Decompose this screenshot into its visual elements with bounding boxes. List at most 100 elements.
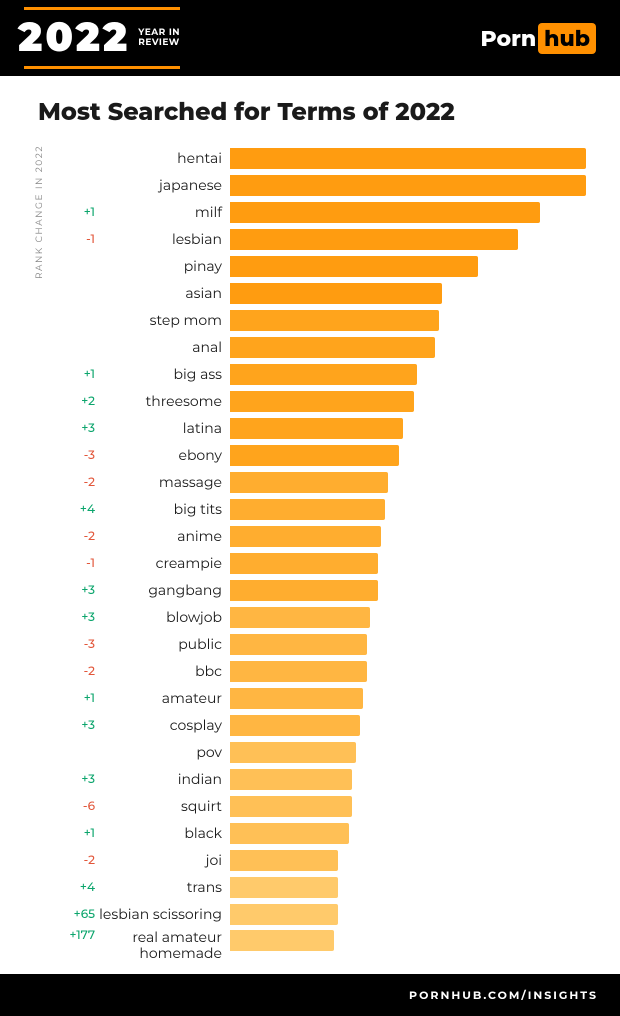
rank-change: +1	[60, 691, 95, 706]
year-subtitle: YEAR IN REVIEW	[138, 28, 180, 48]
chart-row: +177real amateur homemade	[60, 928, 590, 966]
rank-change: +4	[60, 880, 95, 895]
bar	[230, 472, 388, 493]
year-number: 2022	[18, 13, 130, 62]
chart-row: asian	[60, 280, 590, 307]
bar	[230, 930, 334, 951]
bar	[230, 337, 435, 358]
chart-row: pov	[60, 739, 590, 766]
term-label: pinay	[95, 258, 230, 274]
rank-change: -3	[60, 448, 95, 463]
chart-row: +4trans	[60, 874, 590, 901]
term-label: cosplay	[95, 717, 230, 733]
term-label: anal	[95, 339, 230, 355]
term-label: joi	[95, 852, 230, 868]
rank-change: +65	[60, 907, 95, 922]
bar	[230, 499, 385, 520]
bar-track	[230, 823, 590, 844]
header: 2022 YEAR IN REVIEW Porn hub	[0, 0, 620, 76]
chart-row: -1creampie	[60, 550, 590, 577]
bar	[230, 769, 352, 790]
brand-logo: Porn hub	[481, 23, 596, 54]
chart-row: +1milf	[60, 199, 590, 226]
bar	[230, 283, 442, 304]
bar-track	[230, 202, 590, 223]
bar-track	[230, 850, 590, 871]
bar-track	[230, 499, 590, 520]
bar-track	[230, 256, 590, 277]
year-in-review-badge: 2022 YEAR IN REVIEW	[24, 7, 180, 69]
y-axis-label: RANK CHANGE IN 2022	[34, 145, 45, 279]
rank-change: -2	[60, 664, 95, 679]
bar	[230, 796, 352, 817]
chart-row: +1amateur	[60, 685, 590, 712]
bar-track	[230, 607, 590, 628]
bar-track	[230, 553, 590, 574]
chart-row: anal	[60, 334, 590, 361]
rank-change: -1	[60, 232, 95, 247]
term-label: big tits	[95, 501, 230, 517]
chart-row: +3cosplay	[60, 712, 590, 739]
chart-row: -1lesbian	[60, 226, 590, 253]
bar-track	[230, 580, 590, 601]
bar	[230, 904, 338, 925]
bar	[230, 607, 370, 628]
bar-track	[230, 877, 590, 898]
bar	[230, 823, 349, 844]
chart-row: -3public	[60, 631, 590, 658]
bar	[230, 580, 378, 601]
chart-row: -2massage	[60, 469, 590, 496]
bar	[230, 391, 414, 412]
term-label: massage	[95, 474, 230, 490]
rank-change: +3	[60, 772, 95, 787]
rank-change: +177	[60, 928, 95, 943]
bar-track	[230, 634, 590, 655]
rank-change: -1	[60, 556, 95, 571]
bar	[230, 229, 518, 250]
term-label: indian	[95, 771, 230, 787]
bar	[230, 148, 586, 169]
chart-row: +2threesome	[60, 388, 590, 415]
logo-text-left: Porn	[481, 25, 537, 52]
bar-track	[230, 445, 590, 466]
term-label: blowjob	[95, 609, 230, 625]
chart-row: -2bbc	[60, 658, 590, 685]
chart-row: step mom	[60, 307, 590, 334]
rank-change: +2	[60, 394, 95, 409]
bar	[230, 364, 417, 385]
term-label: latina	[95, 420, 230, 436]
bar	[230, 850, 338, 871]
rank-change: +4	[60, 502, 95, 517]
chart-area: Most Searched for Terms of 2022 RANK CHA…	[0, 76, 620, 966]
rank-change: +1	[60, 367, 95, 382]
chart-row: +3indian	[60, 766, 590, 793]
rank-change: +3	[60, 583, 95, 598]
rank-change: -2	[60, 529, 95, 544]
rank-change: -6	[60, 799, 95, 814]
term-label: hentai	[95, 150, 230, 166]
footer-text: PORNHUB.COM/INSIGHTS	[409, 988, 598, 1002]
term-label: lesbian	[95, 231, 230, 247]
chart-row: +65lesbian scissoring	[60, 901, 590, 928]
term-label: pov	[95, 744, 230, 760]
rank-change: +3	[60, 610, 95, 625]
term-label: japanese	[95, 177, 230, 193]
chart-row: japanese	[60, 172, 590, 199]
term-label: squirt	[95, 798, 230, 814]
term-label: trans	[95, 879, 230, 895]
bar-track	[230, 661, 590, 682]
chart-row: +3gangbang	[60, 577, 590, 604]
bar-track	[230, 283, 590, 304]
bar	[230, 175, 586, 196]
bar-track	[230, 715, 590, 736]
bar	[230, 418, 403, 439]
bar-track	[230, 688, 590, 709]
bar	[230, 742, 356, 763]
bar	[230, 553, 378, 574]
term-label: black	[95, 825, 230, 841]
bar-track	[230, 148, 590, 169]
bar-track	[230, 229, 590, 250]
chart-row: hentai	[60, 145, 590, 172]
bar-track	[230, 742, 590, 763]
term-label: gangbang	[95, 582, 230, 598]
